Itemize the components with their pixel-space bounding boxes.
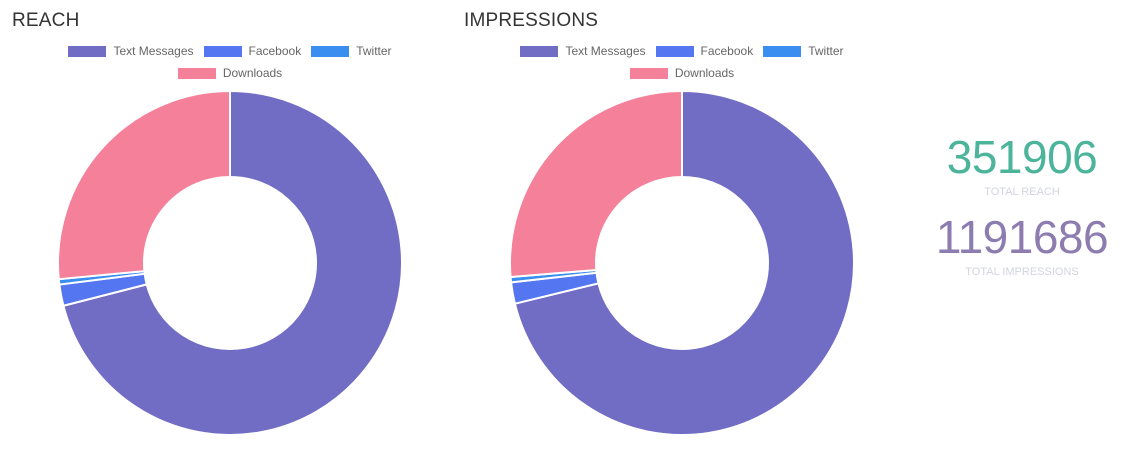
- legend-label-facebook: Facebook: [700, 44, 754, 58]
- legend-label-text-messages: Text Messages: [565, 44, 646, 58]
- impressions-chart-title: IMPRESSIONS: [464, 10, 599, 31]
- total-impressions-value: 1191686: [935, 211, 1109, 263]
- reach-chart-title: REACH: [12, 10, 80, 31]
- legend-item-downloads[interactable]: Downloads: [177, 66, 283, 80]
- legend-swatch-facebook: [655, 45, 694, 57]
- reach-chart-panel: REACH Text Messages Facebook Twitter Dow…: [10, 0, 450, 462]
- total-reach-value: 351906: [946, 131, 1098, 183]
- legend-swatch-downloads: [177, 67, 216, 79]
- donut-slice-text-messages[interactable]: [513, 89, 855, 436]
- total-impressions-label: TOTAL IMPRESSIONS: [965, 266, 1079, 278]
- donut-svg: [509, 89, 855, 436]
- donut-slice-downloads[interactable]: [509, 89, 683, 279]
- total-reach-label: TOTAL REACH: [984, 186, 1060, 198]
- donut-svg: [57, 89, 403, 436]
- impressions-legend: Text Messages Facebook Twitter Downloads: [462, 40, 902, 84]
- legend-swatch-text-messages: [520, 45, 559, 57]
- totals-panel: 351906 TOTAL REACH 1191686 TOTAL IMPRESS…: [912, 130, 1132, 280]
- legend-item-twitter[interactable]: Twitter: [311, 44, 392, 58]
- legend-label-twitter: Twitter: [356, 44, 392, 58]
- reach-donut-chart: [55, 88, 405, 438]
- legend-item-facebook[interactable]: Facebook: [655, 44, 754, 58]
- legend-item-text-messages[interactable]: Text Messages: [520, 44, 646, 58]
- reach-legend: Text Messages Facebook Twitter Downloads: [10, 40, 450, 84]
- legend-label-text-messages: Text Messages: [113, 44, 194, 58]
- legend-swatch-text-messages: [68, 45, 107, 57]
- legend-label-downloads: Downloads: [674, 66, 735, 80]
- legend-item-facebook[interactable]: Facebook: [203, 44, 302, 58]
- legend-item-twitter[interactable]: Twitter: [763, 44, 844, 58]
- legend-item-text-messages[interactable]: Text Messages: [68, 44, 194, 58]
- legend-label-facebook: Facebook: [248, 44, 302, 58]
- donut-slice-downloads[interactable]: [57, 89, 231, 281]
- legend-label-twitter: Twitter: [808, 44, 844, 58]
- legend-swatch-twitter: [311, 45, 350, 57]
- legend-label-downloads: Downloads: [222, 66, 283, 80]
- legend-swatch-downloads: [629, 67, 668, 79]
- donut-slice-text-messages[interactable]: [62, 89, 403, 436]
- legend-swatch-twitter: [763, 45, 802, 57]
- legend-swatch-facebook: [203, 45, 242, 57]
- legend-item-downloads[interactable]: Downloads: [629, 66, 735, 80]
- impressions-chart-panel: IMPRESSIONS Text Messages Facebook Twitt…: [462, 0, 902, 462]
- impressions-donut-chart: [507, 88, 857, 438]
